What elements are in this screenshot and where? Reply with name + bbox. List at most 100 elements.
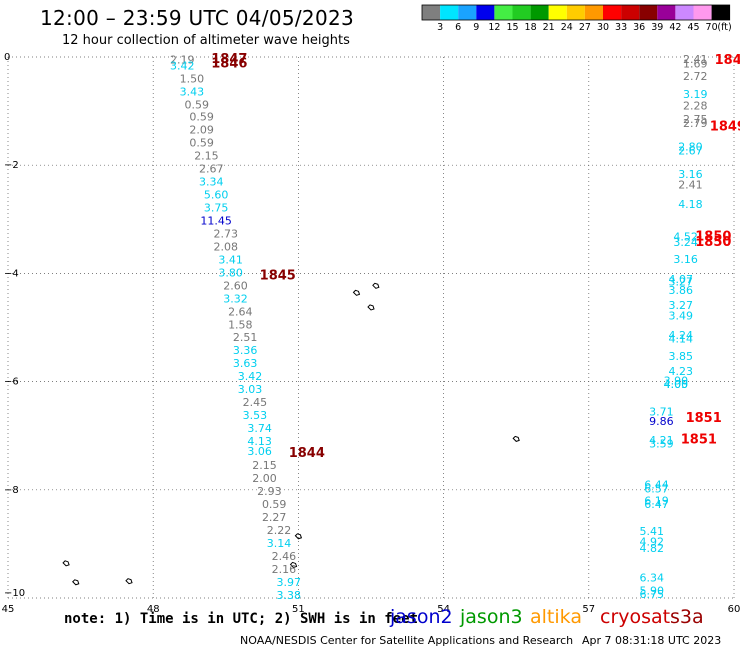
wave-height-label: 2.73 — [214, 227, 239, 240]
satellite-cryosat: cryosat — [600, 606, 671, 628]
wave-height-label: 6.47 — [644, 498, 669, 511]
legend-swatch — [512, 5, 531, 20]
wave-height-label: 3.38 — [276, 589, 301, 602]
wave-height-label: 2.27 — [262, 511, 287, 524]
x-tick-label: 54 — [437, 604, 450, 615]
x-tick-label: 48 — [147, 604, 160, 615]
wave-height-label: 3.16 — [678, 168, 703, 181]
wave-height-label: 4.24 — [669, 329, 694, 342]
wave-height-label: 3.34 — [199, 175, 224, 188]
wave-height-label: 0.59 — [262, 498, 287, 511]
wave-height-label: 3.85 — [669, 350, 694, 363]
wave-height-label: 2.64 — [228, 305, 253, 318]
island — [72, 579, 80, 586]
wave-height-label: 3.19 — [683, 88, 708, 101]
wave-height-label: 2.15 — [252, 459, 277, 472]
legend-frame — [421, 4, 731, 21]
wave-height-label: 2.46 — [272, 550, 297, 563]
wave-height-label: 4.21 — [649, 434, 674, 447]
wave-height-label: 4.07 — [669, 273, 694, 286]
wave-height-label: 2.93 — [257, 485, 282, 498]
wave-height-label: 3.14 — [267, 537, 292, 550]
time-label: 1845 — [260, 268, 296, 283]
wave-height-label: 4.13 — [247, 435, 272, 448]
wave-height-label: 4.52 — [673, 231, 698, 244]
wave-height-label: 2.67 — [678, 145, 703, 158]
legend-tick-label: 15 — [506, 22, 518, 33]
legend-tick-label: 12 — [488, 22, 500, 33]
wave-height-label: 6.44 — [644, 478, 669, 491]
legend-swatch — [675, 5, 694, 20]
wave-height-label: 3.32 — [223, 292, 248, 305]
legend-swatch — [494, 5, 513, 20]
wave-height-label: 2.41 — [678, 179, 703, 192]
wave-height-label: 2.45 — [243, 396, 268, 409]
x-tick-label: 57 — [582, 604, 595, 615]
wave-height-label: 3.59 — [649, 437, 674, 450]
x-tick-label: 60 — [728, 604, 740, 615]
wave-height-label: 4.14 — [669, 332, 694, 345]
wave-height-label: 3.42 — [170, 60, 195, 73]
satellite-jason2: jason2 — [390, 606, 453, 628]
wave-height-label: 3.16 — [673, 253, 698, 266]
x-tick-label: 45 — [2, 604, 15, 615]
wave-height-label: 2.08 — [214, 240, 239, 253]
island — [367, 304, 375, 311]
axis-labels: 45 48 51 54 57 60 0 −2 −4 −6 −8 −10 — [2, 52, 740, 615]
y-tick-label: 0 — [4, 52, 10, 63]
time-label: 1851 — [681, 432, 717, 447]
island — [289, 561, 298, 569]
legend-swatch — [657, 5, 676, 20]
wave-height-label: 6.34 — [639, 571, 664, 584]
satellite-jason3: jason3 — [460, 606, 523, 628]
legend-tick-label: 70 — [706, 22, 718, 33]
legend-swatch — [530, 5, 549, 20]
legend-swatch — [548, 5, 567, 20]
legend-swatch — [711, 5, 730, 20]
time-label: 1851 — [686, 411, 722, 426]
wave-height-label: 4.92 — [639, 536, 664, 549]
wave-height-label: 6.57 — [644, 483, 669, 496]
wave-height-label: 2.00 — [252, 472, 277, 485]
wave-height-label: 3.75 — [204, 201, 229, 214]
satellite-altika: altika — [530, 606, 582, 628]
island — [62, 560, 70, 567]
legend-tick-label: 24 — [561, 22, 573, 33]
legend-tick-label: 3 — [437, 22, 443, 33]
time-label: 1844 — [289, 446, 325, 461]
legend-unit: (ft) — [717, 22, 731, 33]
legend-tick-label: 6 — [455, 22, 461, 33]
legend-swatch — [566, 5, 585, 20]
legend-swatch — [603, 5, 622, 20]
time-label: 1846 — [211, 56, 247, 71]
wave-height-label: 3.63 — [233, 357, 258, 370]
legend-tick-label: 42 — [669, 22, 681, 33]
wave-height-label: 2.67 — [199, 162, 224, 175]
legend-swatch — [422, 5, 441, 20]
y-tick-label: −2 — [4, 160, 19, 171]
wave-height-label: 3.36 — [233, 344, 258, 357]
map-grid — [7, 56, 735, 599]
wave-height-label: 2.19 — [170, 54, 195, 67]
wave-height-label: 3.86 — [669, 284, 694, 297]
time-label: 1850 — [695, 235, 731, 250]
island — [294, 533, 303, 540]
wave-height-label: 0.59 — [189, 136, 214, 149]
wave-height-label: 2.79 — [683, 117, 708, 130]
wave-height-label: 3.43 — [180, 86, 205, 99]
legend-swatch — [621, 5, 640, 20]
time-label: 1849 — [710, 120, 740, 135]
land-features — [62, 282, 520, 586]
legend-swatch — [440, 5, 459, 20]
legend-tick-label: 21 — [543, 22, 555, 33]
legend-tick-label: 39 — [651, 22, 663, 33]
wave-height-marks: 2.193.421.503.430.590.592.090.592.152.67… — [170, 53, 708, 602]
satellite-s3a: s3a — [670, 606, 704, 628]
legend-swatch — [584, 5, 603, 20]
legend-tick-label: 30 — [597, 22, 609, 33]
wave-height-label: 4.82 — [639, 542, 664, 555]
island — [352, 289, 361, 296]
y-tick-label: −4 — [4, 268, 19, 279]
